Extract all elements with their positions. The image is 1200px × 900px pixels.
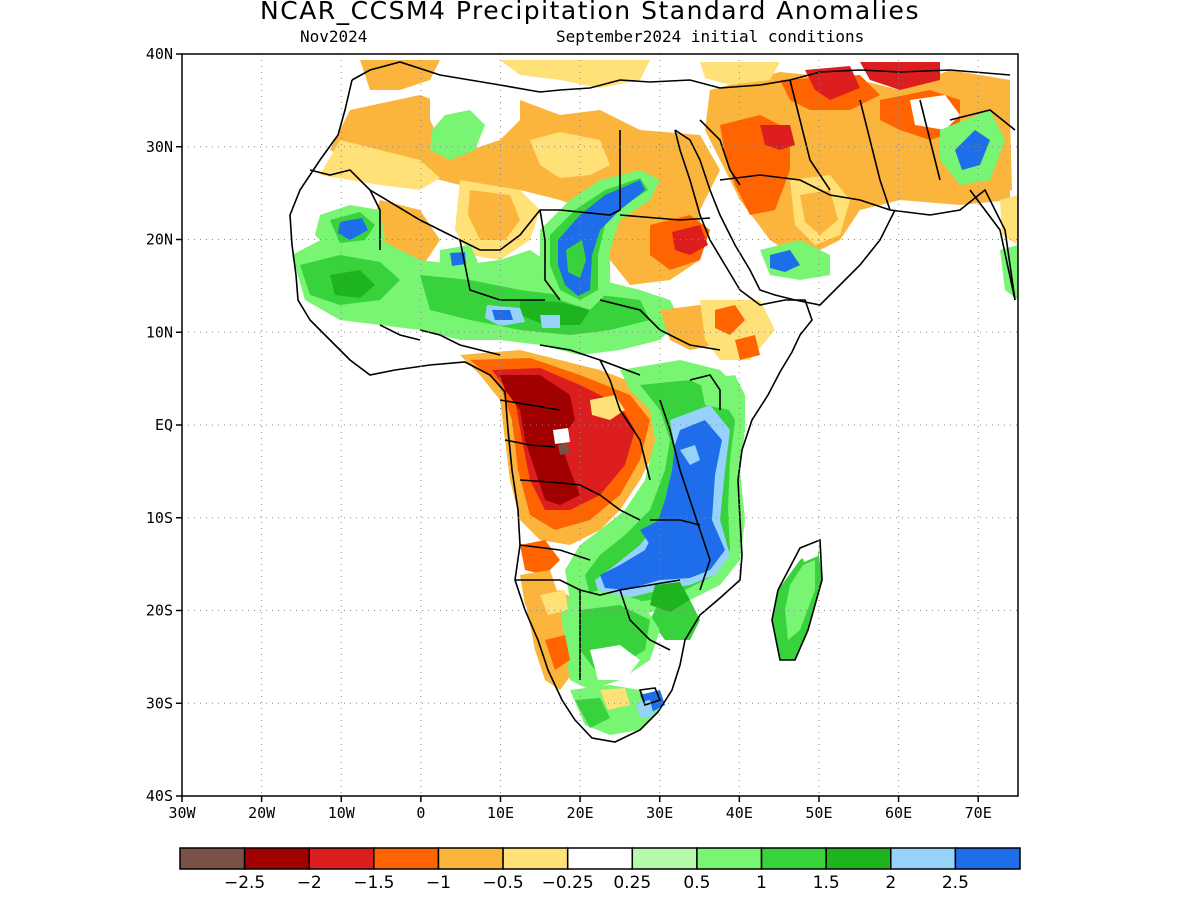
map-title: NCAR_CCSM4 Precipitation Standard Anomal… [260,0,920,25]
y-tick-label: 30N [146,138,173,156]
colorbar-label: 1 [756,873,767,893]
colorbar-label: −2.5 [224,873,265,893]
y-tick-label: 40S [146,787,173,805]
colorbar-label: −1.5 [353,873,394,893]
colorbar-swatch [437,847,504,870]
colorbar-swatch [373,847,440,870]
x-tick-label: 30E [646,804,673,822]
colorbar-swatch [566,847,634,870]
y-tick-label: 40N [146,45,173,63]
colorbar-label: 2.5 [942,873,969,893]
colorbar-label: −0.25 [542,873,594,893]
colorbar-swatch [308,847,375,870]
lat-lon-grid [182,54,1018,796]
colorbar-swatch [502,847,569,870]
x-tick-label: 50E [805,804,832,822]
colorbar-label: 0.5 [683,873,710,893]
country-borders [289,61,1016,743]
colorbar-swatch [890,847,957,870]
x-tick-label: 20E [567,804,594,822]
x-tick-label: 20W [248,804,276,822]
colorbar-swatch [825,847,892,870]
x-tick-label: 0 [416,804,425,822]
colorbar-label: 1.5 [813,873,840,893]
latitude-axis: 40N 30N 20N 10N EQ 10S 20S 30S 40S [146,45,182,805]
colorbar: −2.5 −2 −1.5 −1 −0.5 −0.25 0.25 0.5 1 1.5 2 2.5 [179,847,1021,893]
y-tick-label: 30S [146,694,173,712]
x-tick-label: 10W [328,804,356,822]
anomaly-fields [290,60,1018,742]
initial-conditions: September2024 initial conditions [556,27,865,46]
y-tick-label: 20S [146,602,173,620]
colorbar-swatch [760,847,827,870]
x-tick-label: 10E [487,804,514,822]
x-tick-label: 60E [885,804,912,822]
y-tick-label: 20N [146,231,173,249]
colorbar-swatch [179,847,246,870]
colorbar-swatch [243,847,310,870]
colorbar-label: −1 [426,873,451,893]
y-tick-label: 10N [146,323,173,341]
y-tick-label: 10S [146,509,173,527]
y-tick-label: EQ [155,416,173,434]
colorbar-label: −0.5 [482,873,523,893]
x-tick-label: 40E [726,804,753,822]
x-tick-label: 70E [965,804,992,822]
colorbar-label: 2 [885,873,896,893]
colorbar-swatch [631,847,698,870]
colorbar-swatch [954,847,1021,870]
colorbar-label: 0.25 [613,873,651,893]
longitude-axis: 30W 20W 10W 0 10E 20E 30E 40E 50E 60E 70E [168,796,992,822]
colorbar-label: −2 [297,873,322,893]
x-tick-label: 30W [168,804,196,822]
forecast-month: Nov2024 [300,27,368,46]
colorbar-swatch [696,847,763,870]
